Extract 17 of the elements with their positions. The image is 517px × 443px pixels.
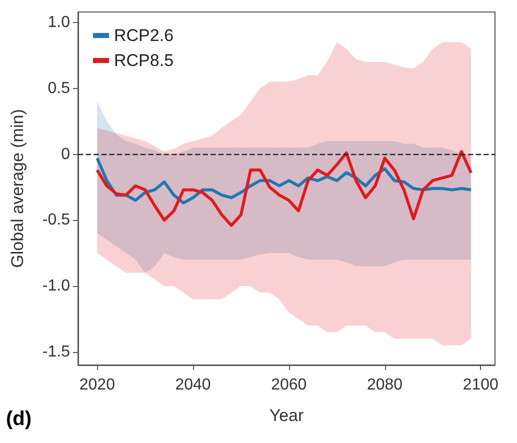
- legend-label: RCP2.6: [114, 26, 174, 45]
- text: (d): [6, 408, 32, 430]
- y-tick-label: -1.0: [42, 277, 70, 294]
- legend-label: RCP8.5: [114, 51, 174, 70]
- x-axis-title: Year: [269, 406, 304, 425]
- x-tick-label: 2040: [175, 376, 211, 394]
- y-axis-title: Global average (min): [8, 109, 27, 268]
- line-series: [96, 150, 473, 227]
- y-tick-label: 0: [61, 146, 70, 163]
- x-tick-label: 2060: [271, 376, 307, 394]
- y-tick-label: -1.5: [42, 343, 70, 360]
- y-tick-label: 1.0: [48, 14, 70, 32]
- x-tick-label: 2100: [462, 376, 499, 394]
- y-tick-label: -0.5: [42, 212, 70, 229]
- y-tick-label: 0.5: [48, 80, 70, 97]
- x-tick-label: 2020: [79, 376, 116, 394]
- x-tick-label: 2080: [366, 376, 403, 394]
